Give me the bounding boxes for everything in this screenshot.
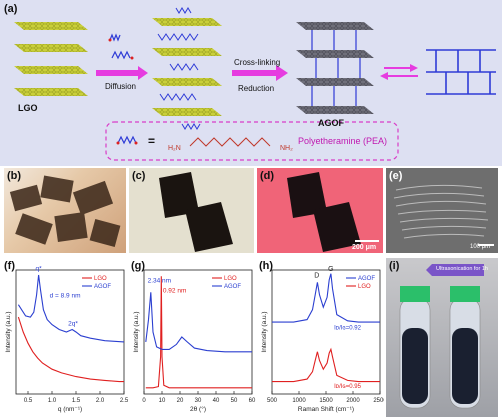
panel-c-photo [129, 168, 254, 253]
x-tick-label: 20 [177, 398, 184, 404]
y-axis-label: Intensity (a.u.) [5, 311, 12, 352]
panel-b-label: (b) [7, 170, 22, 182]
x-tick-label: 1.0 [48, 398, 57, 404]
x-tick-label: 1000 [292, 398, 306, 404]
panel-a-diagram [14, 7, 496, 161]
panel-d-scale-bar-label: 200 μm [352, 244, 377, 251]
panel-a-label: (a) [4, 3, 18, 15]
panel-h-label: (h) [259, 260, 274, 272]
x-tick-label: 2000 [346, 398, 360, 404]
crosslinking-label: Cross-linking [234, 58, 281, 67]
lgo-sheet [14, 44, 88, 52]
equilibrium-arrow-left [380, 72, 388, 80]
panel-e-scale-bar-label: 100 μm [470, 244, 491, 250]
panel-d-photo [257, 168, 383, 253]
lgo-sheet [14, 22, 88, 30]
panel-g-label: (g) [131, 260, 146, 272]
annotation-d-band: D [314, 272, 319, 279]
pea-chain-icon [111, 50, 131, 60]
legend-entry: LGO [224, 276, 237, 282]
framework-schematic [426, 49, 496, 95]
pea-structure [189, 137, 271, 147]
annotation-lgo-spacing: 0.92 nm [163, 287, 187, 294]
series-line-lgo [272, 347, 380, 383]
x-tick-label: 1500 [319, 398, 333, 404]
agof-label: AGOF [318, 118, 344, 128]
legend-entry: AGOF [224, 284, 241, 290]
panel-e-label: (e) [389, 170, 403, 182]
x-tick-label: 1.5 [72, 398, 81, 404]
agof-stack [296, 22, 374, 114]
legend-entry: AGOF [94, 284, 111, 290]
annotation-g-band: G [328, 266, 333, 273]
legend-entry: AGOF [358, 276, 375, 282]
diffusion-arrow [96, 66, 148, 80]
annotation-2q-star: 2q* [68, 321, 78, 328]
legend-entry: LGO [358, 284, 371, 290]
equals-sign: = [148, 134, 156, 148]
panel-d-label: (d) [260, 170, 275, 182]
x-tick-label: 2.5 [120, 398, 128, 404]
panel-i-photo [386, 258, 498, 417]
x-tick-label: 40 [213, 398, 220, 404]
pea-nh2-label: NH₂ [280, 145, 293, 152]
lgo-sheet-stack [14, 22, 88, 96]
series-line-agof [145, 292, 252, 353]
intercalated-stack [152, 7, 222, 130]
x-tick-label: 2500 [373, 398, 384, 404]
chart-f: 0.5 1.0 1.5 2.0 2.5 q (nm⁻¹) Intensity (a.u.) L… [5, 266, 128, 413]
series-line-lgo [145, 276, 252, 389]
x-tick-label: 30 [195, 398, 202, 404]
annotation-d-spacing: d = 8.9 nm [50, 292, 81, 299]
chart-g: 0 10 20 30 40 50 60 2θ (°) Intensity (a.u.) LGO AG… [133, 269, 256, 413]
x-tick-label: 500 [267, 398, 278, 404]
series-line-agof [272, 273, 380, 323]
lgo-sheet [14, 66, 88, 74]
lgo-label: LGO [18, 103, 38, 113]
annotation-agof-spacing: 2.34 nm [148, 277, 172, 284]
x-axis-label: Raman Shift (cm⁻¹) [298, 406, 354, 413]
x-tick-label: 60 [249, 398, 256, 404]
diffusion-label: Diffusion [105, 82, 136, 91]
annotation-q-star: q* [36, 266, 43, 273]
lgo-sheet [14, 88, 88, 96]
x-tick-label: 2.0 [96, 398, 105, 404]
x-axis-label: q (nm⁻¹) [58, 406, 82, 413]
panel-b-photo [4, 168, 126, 253]
annotation-agof-ratio: Iᴅ/Iɢ=0.92 [334, 326, 362, 332]
x-axis-label: 2θ (°) [190, 405, 206, 413]
y-axis-label: Intensity (a.u.) [133, 311, 140, 352]
series-line-agof [17, 274, 125, 343]
panel-c-label: (c) [132, 170, 146, 182]
pea-name-label: Polyetheramine (PEA) [298, 136, 388, 146]
x-tick-label: 0 [142, 398, 146, 404]
panel-i-caption: Ultrasonication for 1h [436, 266, 488, 272]
x-tick-label: 0.5 [24, 398, 33, 404]
y-axis-label: Intensity (a.u.) [261, 311, 268, 352]
pea-chain-icon [117, 135, 137, 145]
panel-i-label: (i) [389, 260, 400, 272]
pea-h2n-label: H₂N [168, 145, 181, 152]
crosslinking-arrow [232, 65, 288, 81]
chart-h: 500 1000 1500 2000 2500 Raman Shift (cm⁻¹) Int… [261, 266, 384, 413]
x-tick-label: 10 [159, 398, 166, 404]
annotation-lgo-ratio: Iᴅ/Iɢ=0.95 [334, 384, 362, 390]
panel-e-sem-image [386, 168, 498, 253]
series-line-lgo [17, 316, 124, 383]
equilibrium-arrow-right [410, 64, 418, 72]
reduction-label: Reduction [238, 84, 275, 93]
plot-frame [15, 269, 125, 395]
panel-f-label: (f) [4, 260, 15, 272]
pea-chain-icon [109, 33, 121, 42]
x-tick-label: 50 [231, 398, 238, 404]
legend-entry: LGO [94, 276, 107, 282]
